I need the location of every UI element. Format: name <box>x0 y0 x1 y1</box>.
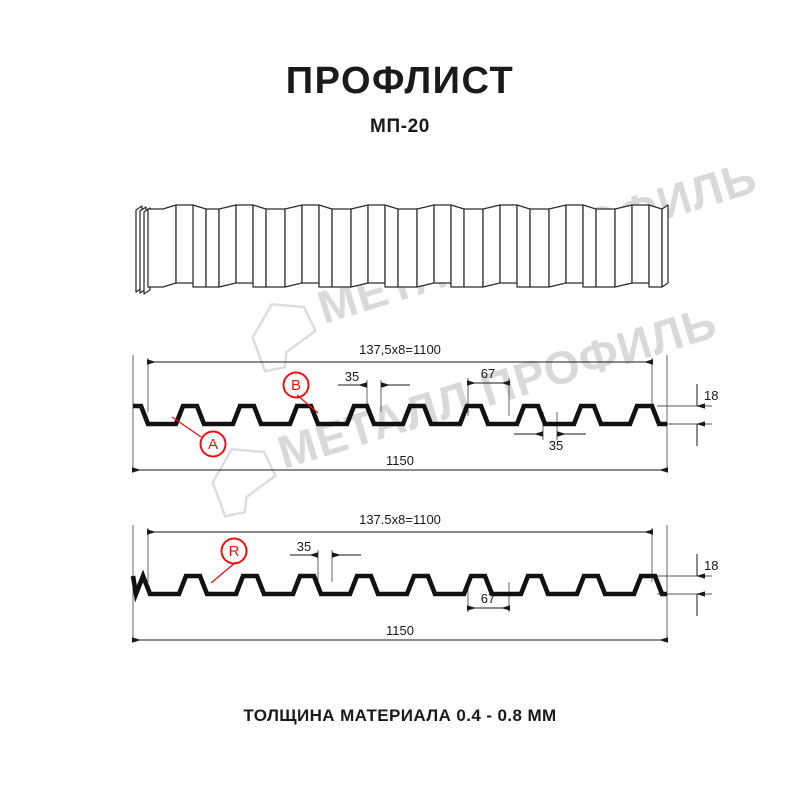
marker-a: A <box>171 416 227 458</box>
dimension-total-width-label-b: 1150 <box>386 623 414 638</box>
extension-lines-b <box>132 525 712 640</box>
dimension-working-width-b: 137.5x8=1100 <box>147 512 653 535</box>
dimension-valley-label-a: 67 <box>481 366 495 381</box>
profile-outline-a <box>133 403 667 427</box>
cross-section-a: 137,5x8=1100 1150 35 67 35 18 <box>132 342 718 473</box>
dimension-rib-bottom-a: 35 <box>514 431 586 453</box>
dimension-rib-top-b: 35 <box>290 539 361 558</box>
cross-section-b: 137.5x8=1100 1150 35 67 18 <box>130 512 718 643</box>
dimension-height-label-b: 18 <box>704 558 718 573</box>
marker-r-label: R <box>229 543 240 560</box>
isometric-profile-view <box>135 204 669 295</box>
dimension-rib-top-label-b: 35 <box>297 539 311 554</box>
dimension-total-width-label-a: 1150 <box>386 453 414 468</box>
dimension-rib-bottom-label-a: 35 <box>549 438 563 453</box>
marker-b: B <box>282 371 319 414</box>
watermark-logo-icon <box>251 303 317 373</box>
dimension-working-width-label-b: 137.5x8=1100 <box>359 512 441 527</box>
dimension-working-width-a: 137,5x8=1100 <box>147 342 653 365</box>
watermark-logo-icon <box>211 448 277 518</box>
dimension-total-width-a: 1150 <box>132 453 668 473</box>
dimension-total-width-b: 1150 <box>132 623 668 643</box>
dimension-working-width-label-a: 137,5x8=1100 <box>359 342 441 357</box>
dimension-height-a: 18 <box>696 384 718 446</box>
dimension-rib-top-a: 35 <box>338 369 410 388</box>
dimension-valley-a: 67 <box>467 366 510 386</box>
dimension-height-b: 18 <box>696 554 718 616</box>
marker-a-label: A <box>208 436 218 453</box>
dimension-rib-top-label-a: 35 <box>345 369 359 384</box>
profile-outline-b <box>130 569 667 603</box>
marker-r: R <box>210 537 248 584</box>
dimension-height-label-a: 18 <box>704 388 718 403</box>
marker-b-label: B <box>291 377 301 394</box>
